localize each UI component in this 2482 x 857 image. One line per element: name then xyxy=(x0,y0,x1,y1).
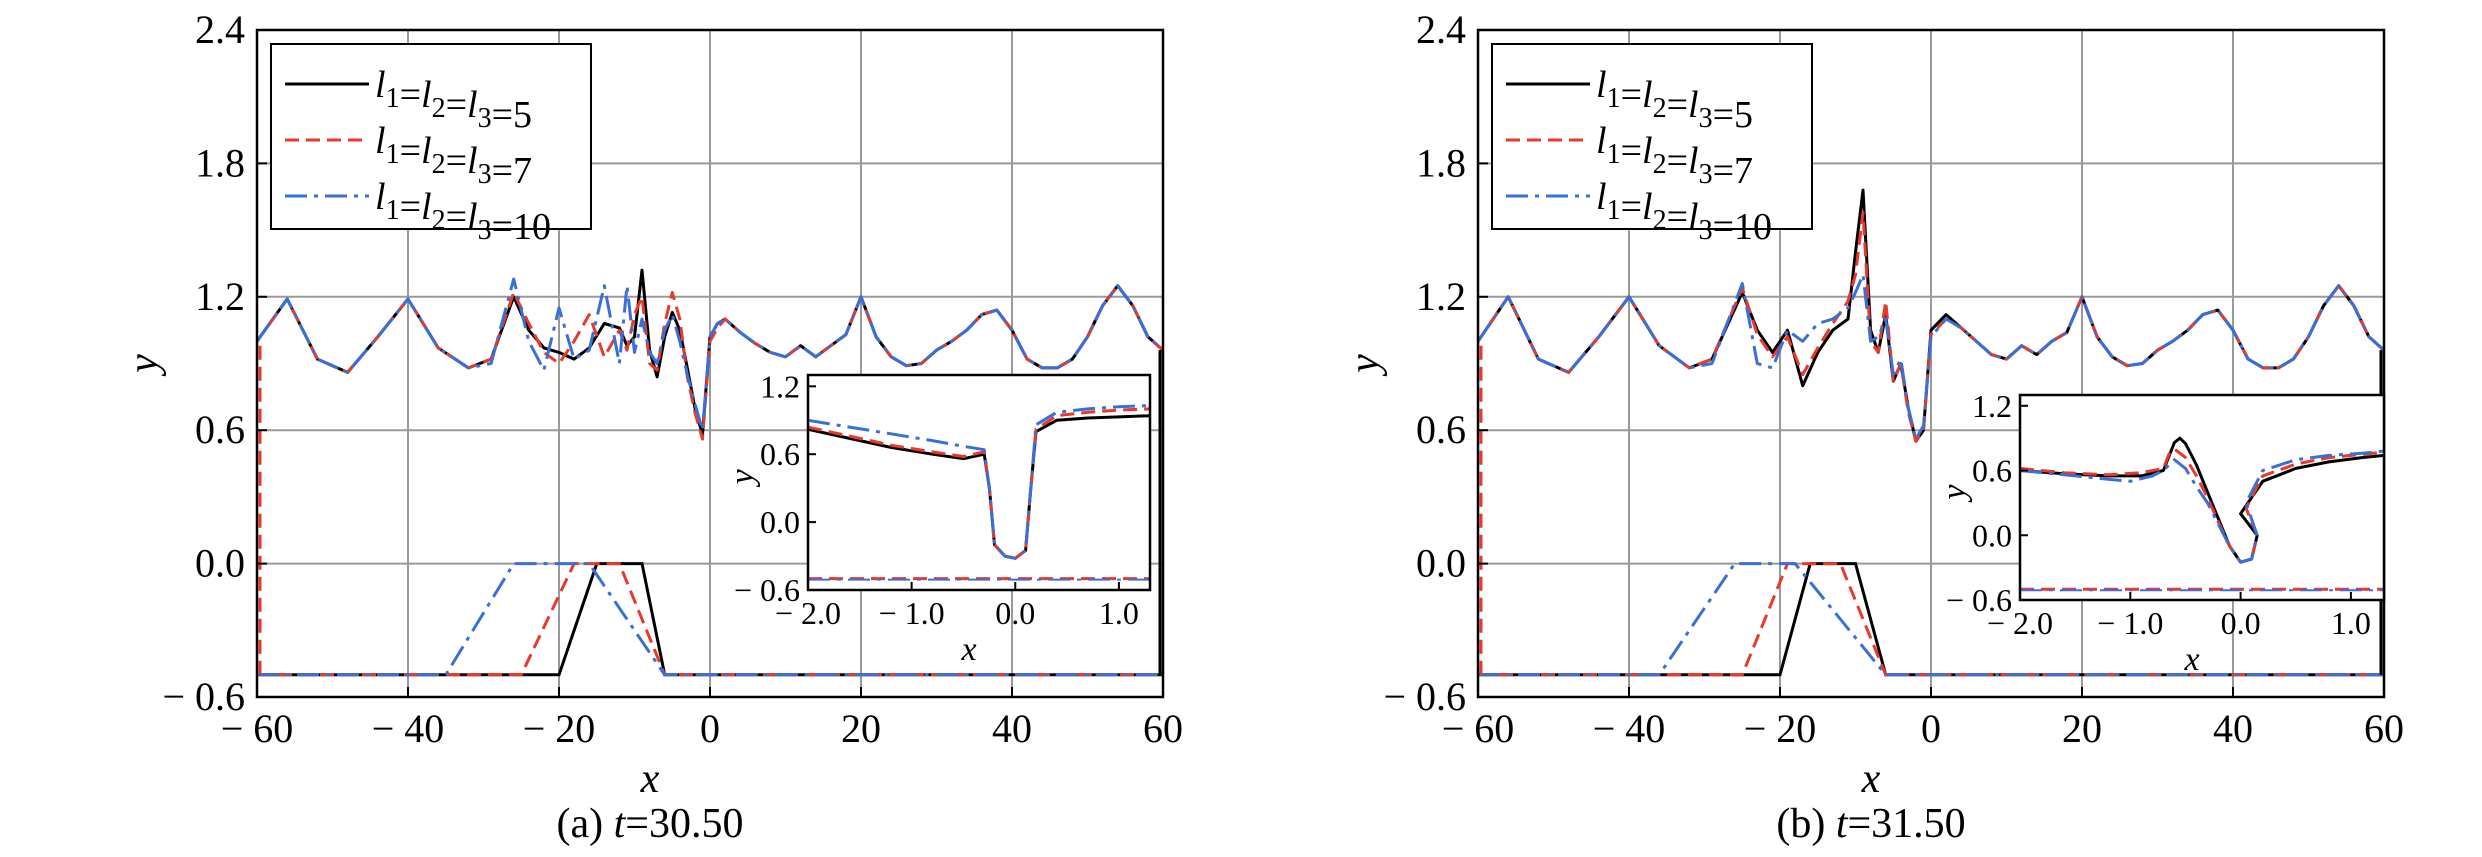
inset-y-axis-label: y xyxy=(1936,484,1973,503)
x-tick-label-6: 60 xyxy=(1143,706,1183,751)
x-tick-label-4: 20 xyxy=(2062,706,2102,751)
inset-series-2 xyxy=(807,404,1151,560)
x-tick-label-5: 40 xyxy=(992,706,1032,751)
legend-label-0: l1=l2=l3=5 xyxy=(1596,64,1753,136)
series-line-1 xyxy=(255,284,1164,441)
y-tick-label-0: − 0.6 xyxy=(162,674,245,719)
inset-x-tick-label-2: 0.0 xyxy=(2221,605,2261,641)
inset-series-0 xyxy=(2019,436,2385,564)
inset-x-tick-label-3: 1.0 xyxy=(2331,605,2371,641)
y-tick-label-1: 0.0 xyxy=(1416,541,1466,586)
legend-box xyxy=(270,43,592,230)
x-tick-label-3: 0 xyxy=(1921,706,1941,751)
series-bottom-2 xyxy=(1478,562,2384,677)
inset-x-tick-label-1: − 1.0 xyxy=(879,595,945,631)
inset-frame xyxy=(2018,393,2386,602)
inset-y-axis-label: y xyxy=(724,468,761,487)
y-tick-label-4: 1.8 xyxy=(1416,140,1466,185)
y-axis-label: y xyxy=(1342,354,1388,377)
inset-x-tick-label-2: 0.0 xyxy=(995,595,1035,631)
legend-label-2: l1=l2=l3=10 xyxy=(1596,176,1772,248)
inset-y-tick-label-2: 0.6 xyxy=(760,436,800,472)
inset-a: − 2.0 − 1.0 0.0 1.0 − 0.6 0.0 0.6 1.2 x y xyxy=(724,368,1152,668)
series-bottom-2 xyxy=(257,562,1163,677)
series-line-2 xyxy=(1476,273,2385,441)
inset-y-tick-label-3: 1.2 xyxy=(1972,388,2012,424)
y-tick-label-2: 0.6 xyxy=(1416,407,1466,452)
y-tick-label-4: 1.8 xyxy=(195,140,245,185)
panel-caption: (a) t=30.50 xyxy=(557,801,744,847)
inset-x-axis-label: x xyxy=(2183,641,2199,678)
inset-y-tick-label-3: 1.2 xyxy=(760,368,800,404)
inset-x-axis-label: x xyxy=(960,631,976,668)
x-axis-label: x xyxy=(1861,756,1881,802)
legend-label-1: l1=l2=l3=7 xyxy=(1596,120,1753,192)
y-tick-label-1: 0.0 xyxy=(195,541,245,586)
panel-caption: (b) t=31.50 xyxy=(1776,801,1965,847)
x-tick-label-5: 40 xyxy=(2213,706,2253,751)
inset-x-tick-label-0: − 2.0 xyxy=(775,595,841,631)
legend-label-2: l1=l2=l3=10 xyxy=(375,176,551,248)
x-tick-label-3: 0 xyxy=(700,706,720,751)
x-tick-label-0: − 60 xyxy=(221,706,294,751)
x-tick-label-1: − 40 xyxy=(1593,706,1666,751)
x-tick-label-4: 20 xyxy=(841,706,881,751)
y-tick-label-3: 1.2 xyxy=(1416,274,1466,319)
panel-a: − 60 − 40 − 20 0 20 40 60 − 0.6 0.0 0.6 1.2 1.8 2.4 x… xyxy=(121,7,1183,847)
inset-frame xyxy=(806,373,1152,592)
x-tick-label-6: 60 xyxy=(2364,706,2404,751)
inset-y-tick-label-0: − 0.6 xyxy=(1946,582,2012,618)
inset-background xyxy=(808,375,1150,590)
x-tick-label-0: − 60 xyxy=(1442,706,1515,751)
inset-background xyxy=(2020,395,2384,600)
series-line-2 xyxy=(255,277,1164,432)
x-axis-label: x xyxy=(640,756,660,802)
inset-y-tick-label-0: − 0.6 xyxy=(734,572,800,608)
inset-x-tick-label-0: − 2.0 xyxy=(1987,605,2053,641)
inset-x-tick-label-3: 1.0 xyxy=(1099,595,1139,631)
legend-box xyxy=(1491,43,1813,230)
y-tick-label-5: 2.4 xyxy=(1416,7,1466,52)
y-axis-label: y xyxy=(121,354,167,377)
legend-label-0: l1=l2=l3=5 xyxy=(375,64,532,136)
y-tick-label-0: − 0.6 xyxy=(1383,674,1466,719)
panel-b: − 60 − 40 − 20 0 20 40 60 − 0.6 0.0 0.6 1.2 1.8 2.4 x… xyxy=(1342,7,2404,847)
inset-series-1 xyxy=(807,407,1151,560)
legend-label-1: l1=l2=l3=7 xyxy=(375,120,532,192)
inset-series-2 xyxy=(2019,449,2385,564)
y-tick-label-5: 2.4 xyxy=(195,7,245,52)
inset-y-tick-label-1: 0.0 xyxy=(1972,517,2012,553)
inset-series-1 xyxy=(2019,447,2385,564)
x-tick-label-2: − 20 xyxy=(1744,706,1817,751)
inset-b: − 2.0 − 1.0 0.0 1.0 − 0.6 0.0 0.6 1.2 x y xyxy=(1936,388,2386,678)
x-tick-label-2: − 20 xyxy=(523,706,596,751)
inset-x-tick-label-1: − 1.0 xyxy=(2097,605,2163,641)
y-tick-label-2: 0.6 xyxy=(195,407,245,452)
inset-y-tick-label-1: 0.0 xyxy=(760,504,800,540)
inset-y-tick-label-2: 0.6 xyxy=(1972,453,2012,489)
x-tick-label-1: − 40 xyxy=(372,706,445,751)
y-tick-label-3: 1.2 xyxy=(195,274,245,319)
